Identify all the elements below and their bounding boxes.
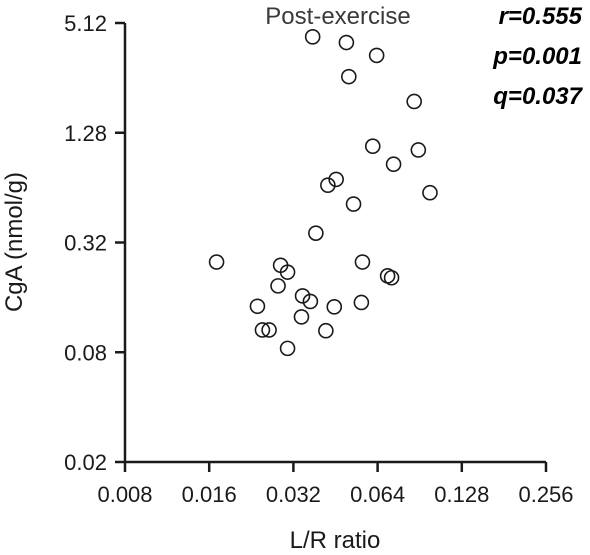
- chart-title: Post-exercise: [265, 3, 410, 30]
- data-point: [341, 68, 357, 85]
- data-point: [406, 93, 422, 110]
- y-tick-label: 0.02: [64, 450, 107, 475]
- data-point: [318, 322, 334, 339]
- x-tick-label: 0.064: [350, 482, 405, 507]
- y-tick-label: 0.32: [64, 231, 107, 256]
- x-tick-label: 0.128: [434, 482, 489, 507]
- data-point: [422, 184, 438, 201]
- axes: [123, 23, 546, 464]
- data-point: [308, 225, 324, 241]
- data-point: [410, 142, 427, 158]
- y-tick-label: 1.28: [64, 121, 107, 146]
- data-point: [364, 138, 381, 155]
- data-point: [254, 322, 271, 338]
- data-point: [320, 177, 336, 193]
- data-point: [385, 156, 402, 173]
- data-point: [383, 269, 400, 286]
- data-point: [353, 294, 370, 311]
- data-points: [208, 29, 438, 357]
- data-point: [294, 288, 311, 304]
- data-point: [249, 298, 266, 315]
- data-point: [338, 34, 355, 51]
- y-axis-title: CgA (nmol/g): [1, 172, 28, 312]
- data-point: [304, 29, 321, 45]
- x-tick-label: 0.016: [182, 482, 237, 507]
- x-tick-label: 0.256: [518, 482, 573, 507]
- data-point: [208, 254, 225, 270]
- data-point: [368, 47, 385, 64]
- data-point: [270, 278, 286, 294]
- x-tick-label: 0.008: [97, 482, 152, 507]
- x-tick-label: 0.032: [266, 482, 321, 507]
- data-point: [354, 254, 371, 270]
- ticks: 0.008 0.016 0.032 0.064 0.128 0.256 0.02 0.08 0.…: [64, 11, 573, 507]
- data-point: [328, 171, 344, 188]
- y-tick-label: 0.08: [64, 340, 107, 365]
- x-axis-title: L/R ratio: [290, 527, 381, 554]
- data-point: [293, 309, 310, 325]
- stat-q: q=0.037: [493, 83, 583, 110]
- data-point: [261, 322, 277, 338]
- y-tick-label: 5.12: [64, 11, 107, 36]
- data-point: [279, 340, 296, 357]
- data-point: [345, 196, 362, 212]
- stat-r: r=0.555: [499, 3, 583, 30]
- data-point: [302, 293, 319, 310]
- data-point: [326, 299, 343, 315]
- stat-p: p=0.001: [492, 43, 582, 70]
- data-point: [279, 264, 296, 280]
